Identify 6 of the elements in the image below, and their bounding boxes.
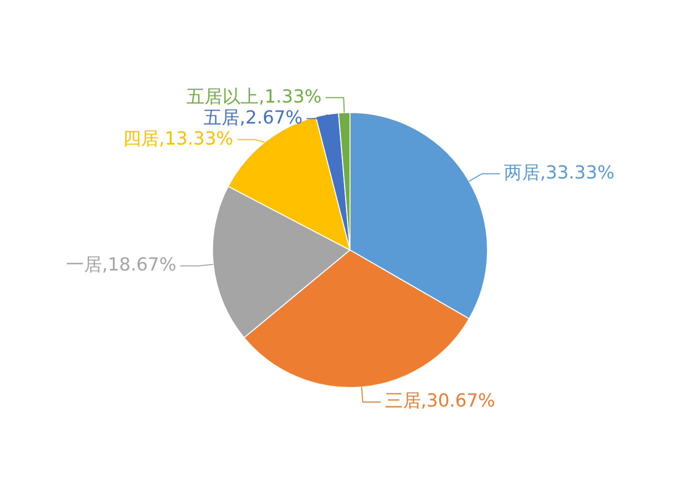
- slice-label: 一居,18.67%: [66, 254, 176, 276]
- slice-label: 三居,30.67%: [384, 390, 496, 412]
- slice-label: 四居,13.33%: [122, 128, 234, 150]
- slice-label: 两居,33.33%: [504, 162, 614, 184]
- slice-label: 五居,2.67%: [204, 107, 303, 128]
- slice-label: 五居以上,1.33%: [186, 86, 322, 108]
